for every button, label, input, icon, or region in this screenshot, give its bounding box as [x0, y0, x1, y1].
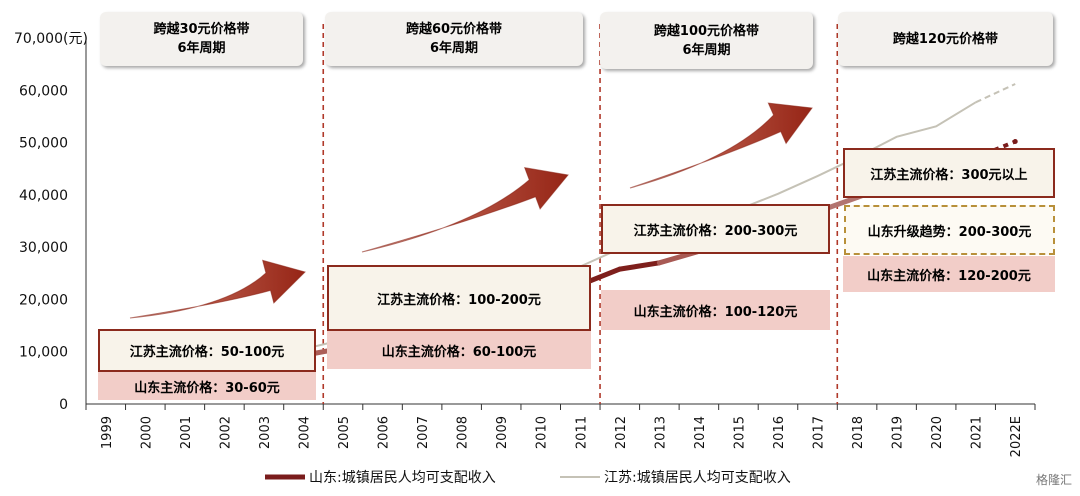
shandong-price-note-3: 山东主流价格：100-120元: [601, 290, 830, 330]
phase-1-subtitle: 6年周期: [177, 41, 226, 56]
jiangsu-price-note-4: 江苏主流价格：300元以上: [843, 148, 1055, 198]
x-tick-label: 2011: [574, 416, 589, 449]
series-jiangsu-forecast: [975, 83, 1016, 104]
series-shandong-segment: [617, 260, 662, 272]
axes: 0 10,000 20,000 30,000 40,000 50,000 60,000 70,…: [14, 31, 1036, 457]
shandong-upgrade-note: 山东升级趋势：200-300元: [844, 205, 1055, 255]
phase-3-subtitle: 6年周期: [682, 42, 731, 58]
x-tick-label: 2013: [653, 416, 668, 449]
x-tick-label: 2004: [297, 416, 312, 449]
phase-4-title: 跨越120元价格带: [892, 31, 999, 47]
y-tick-label: 50,000: [19, 136, 68, 152]
x-tick-label: 2006: [377, 416, 392, 449]
jiangsu-price-note-1: 江苏主流价格：50-100元: [98, 329, 316, 372]
x-tick-label: 2015: [732, 416, 747, 449]
x-tick-label: 2005: [337, 416, 352, 449]
x-tick-label: 2002: [218, 416, 233, 449]
x-tick-label: 2010: [535, 416, 550, 449]
phase-box-1: 跨越30元价格带 6年周期: [100, 12, 303, 66]
phase-3-title: 跨越100元价格带: [653, 23, 760, 39]
legend-shandong-label: 山东:城镇居民人均可支配收入: [309, 470, 496, 486]
phase-box-4: 跨越120元价格带: [838, 12, 1053, 66]
x-tick-label: 2016: [772, 416, 787, 449]
y-axis-top-label: 70,000(元): [14, 31, 88, 47]
y-tick-label: 20,000: [19, 292, 68, 308]
jiangsu-price-note-2-text: 江苏主流价格：100-200元: [377, 292, 541, 308]
shandong-upgrade-note-text: 山东升级趋势：200-300元: [867, 224, 1032, 240]
shandong-price-note-2: 山东主流价格：60-100元: [327, 331, 591, 369]
x-tick-label: 2007: [416, 416, 431, 449]
x-tick-label: 2014: [693, 416, 708, 449]
y-tick-label: 0: [59, 397, 68, 413]
x-tick-label: 2021: [970, 416, 985, 449]
series-shandong-end-point: [1012, 139, 1018, 145]
phase-2-subtitle: 6年周期: [429, 41, 479, 56]
x-tick-label: 2009: [495, 416, 510, 449]
x-tick-label: 1999: [100, 416, 115, 449]
phase-1-title: 跨越30元价格带: [153, 22, 250, 37]
shandong-price-note-3-text: 山东主流价格：100-120元: [633, 304, 798, 320]
jiangsu-price-note-3: 江苏主流价格：200-300元: [601, 204, 830, 254]
legend-jiangsu-label: 江苏:城镇居民人均可支配收入: [604, 470, 791, 486]
y-tick-label: 30,000: [19, 240, 68, 256]
y-tick-label: 10,000: [19, 345, 68, 361]
x-tick-label: 2019: [891, 416, 906, 449]
phase-box-3: 跨越100元价格带 6年周期: [600, 12, 813, 69]
x-tick-label: 2017: [812, 416, 827, 449]
trend-arrow-2: [361, 167, 569, 253]
shandong-price-note-2-text: 山东主流价格：60-100元: [381, 344, 537, 360]
jiangsu-price-note-4-text: 江苏主流价格：300元以上: [870, 167, 1028, 183]
y-tick-label: 60,000: [19, 83, 68, 99]
x-tick-label: 2001: [179, 416, 194, 449]
trend-arrow-1: [129, 259, 306, 319]
phase-2-title: 跨越60元价格带: [405, 22, 503, 37]
jiangsu-price-note-1-text: 江苏主流价格：50-100元: [129, 345, 285, 360]
shandong-price-note-1: 山东主流价格：30-60元: [98, 372, 316, 400]
shandong-price-note-1-text: 山东主流价格：30-60元: [134, 380, 280, 396]
x-tick-label: 2022E: [1009, 416, 1024, 457]
x-tick-label: 2018: [851, 416, 866, 449]
watermark: 格隆汇: [1035, 473, 1072, 487]
shandong-price-note-4-text: 山东主流价格：120-200元: [867, 268, 1031, 284]
x-tick-label: 2012: [614, 416, 629, 449]
x-tick-label: 2020: [930, 416, 945, 449]
phase-dividers: [322, 24, 839, 404]
trend-arrows: [129, 102, 813, 319]
x-tick-label: 2003: [258, 416, 273, 449]
jiangsu-price-note-3-text: 江苏主流价格：200-300元: [633, 223, 798, 239]
legend: 山东:城镇居民人均可支配收入 江苏:城镇居民人均可支配收入: [265, 470, 791, 486]
x-tick-label: 2008: [456, 416, 471, 449]
y-tick-label: 40,000: [19, 188, 68, 204]
shandong-price-note-4: 山东主流价格：120-200元: [843, 256, 1055, 292]
trend-arrow-3: [629, 102, 813, 189]
phase-box-2: 跨越60元价格带 6年周期: [325, 12, 583, 66]
x-tick-label: 2000: [139, 416, 154, 449]
jiangsu-price-note-2: 江苏主流价格：100-200元: [327, 265, 591, 331]
